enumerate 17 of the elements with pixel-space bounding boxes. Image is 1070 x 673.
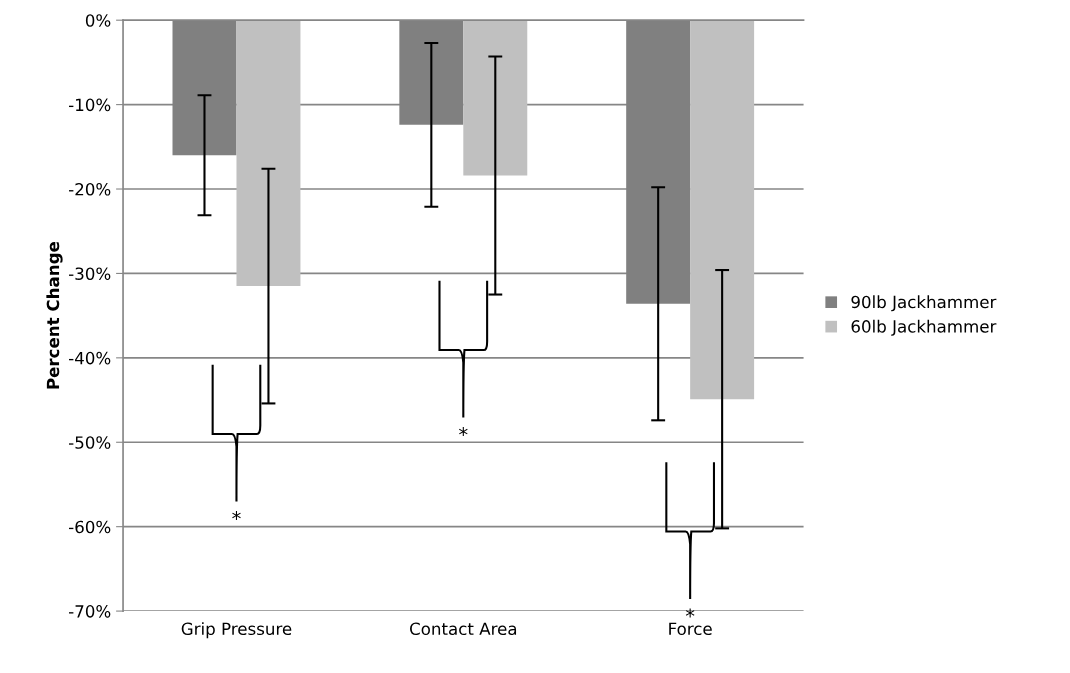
x-tick-label: Grip Pressure — [181, 622, 292, 639]
y-tick-label: -30% — [69, 267, 111, 280]
y-tick-label: 0% — [85, 14, 111, 27]
y-tick-label: -40% — [69, 351, 111, 365]
legend-label: 90lb Jackhammer — [851, 295, 997, 312]
x-tick-label: Contact Area — [410, 622, 517, 636]
y-tick-label: -50% — [69, 436, 111, 449]
annotation: * — [232, 511, 241, 520]
y-tick-label: -60% — [69, 520, 111, 534]
annotation: * — [685, 608, 695, 618]
legend-label: 60lb Jackhammer — [851, 319, 997, 336]
y-tick-label: -20% — [69, 182, 111, 196]
annotation: * — [459, 427, 468, 436]
x-tick-label: Force — [669, 622, 712, 636]
y-tick-label: -10% — [69, 98, 111, 112]
y-tick-label: -70% — [69, 605, 111, 618]
y-axis-title: Percent Change — [46, 241, 63, 389]
